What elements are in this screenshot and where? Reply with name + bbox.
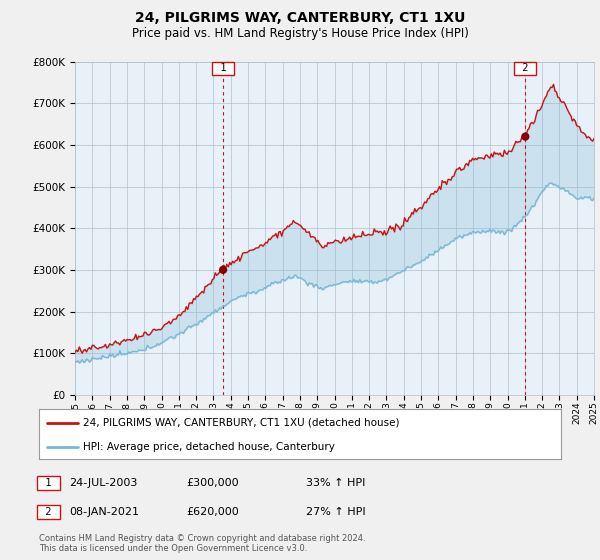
- Text: HPI: Average price, detached house, Canterbury: HPI: Average price, detached house, Cant…: [83, 442, 335, 451]
- Text: 33% ↑ HPI: 33% ↑ HPI: [306, 478, 365, 488]
- Text: 2: 2: [516, 63, 535, 73]
- Text: 27% ↑ HPI: 27% ↑ HPI: [306, 507, 365, 517]
- Text: 2: 2: [39, 507, 58, 517]
- Text: 08-JAN-2021: 08-JAN-2021: [69, 507, 139, 517]
- Text: £620,000: £620,000: [186, 507, 239, 517]
- Text: Price paid vs. HM Land Registry's House Price Index (HPI): Price paid vs. HM Land Registry's House …: [131, 27, 469, 40]
- Text: 1: 1: [39, 478, 58, 488]
- Text: Contains HM Land Registry data © Crown copyright and database right 2024.
This d: Contains HM Land Registry data © Crown c…: [39, 534, 365, 553]
- Point: [218, 265, 228, 274]
- Text: 1: 1: [214, 63, 232, 73]
- Text: 24-JUL-2003: 24-JUL-2003: [69, 478, 137, 488]
- Text: 24, PILGRIMS WAY, CANTERBURY, CT1 1XU: 24, PILGRIMS WAY, CANTERBURY, CT1 1XU: [135, 11, 465, 25]
- Point: [521, 132, 530, 141]
- Text: £300,000: £300,000: [186, 478, 239, 488]
- Text: 24, PILGRIMS WAY, CANTERBURY, CT1 1XU (detached house): 24, PILGRIMS WAY, CANTERBURY, CT1 1XU (d…: [83, 418, 400, 428]
